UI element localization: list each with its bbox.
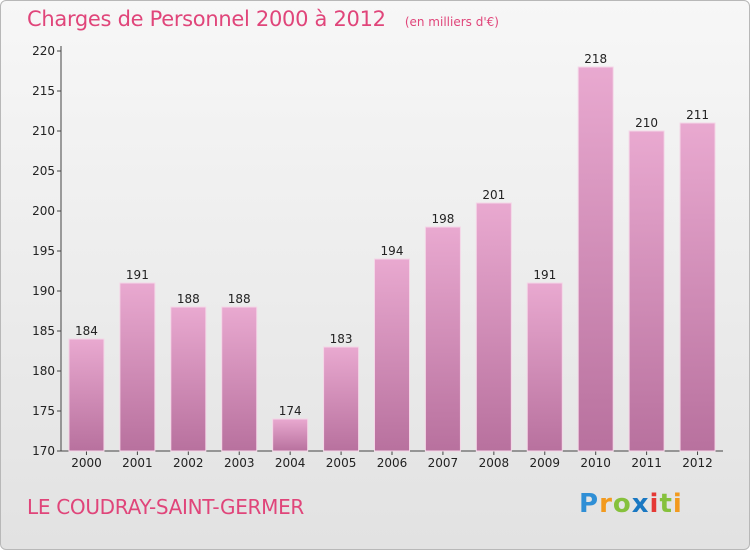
y-tick-label: 205	[32, 164, 55, 178]
y-tick-label: 215	[32, 84, 55, 98]
bar-2008	[475, 202, 512, 452]
place-name: LE COUDRAY-SAINT-GERMER	[27, 495, 305, 519]
x-tick-label-2010: 2010	[580, 456, 611, 470]
x-tick-label-2005: 2005	[326, 456, 357, 470]
chart-title: Charges de Personnel 2000 à 2012	[27, 7, 386, 31]
brand-letter: i	[672, 489, 683, 519]
x-tick-label-2011: 2011	[631, 456, 662, 470]
y-tick-label: 220	[32, 44, 55, 58]
bar-2007	[424, 226, 461, 452]
bar-2004	[272, 418, 309, 452]
y-tick-label: 210	[32, 124, 55, 138]
x-tick-label-2006: 2006	[377, 456, 408, 470]
data-label-2000: 184	[75, 324, 98, 338]
data-label-2001: 191	[126, 268, 149, 282]
brand-letter: i	[649, 489, 660, 519]
y-tick-label: 200	[32, 204, 55, 218]
bar-2002	[170, 306, 207, 452]
brand-logo[interactable]: Proxiti	[579, 489, 683, 519]
data-label-2007: 198	[431, 212, 454, 226]
bar-2000	[68, 338, 105, 452]
y-tick-label: 180	[32, 364, 55, 378]
brand-letter: x	[631, 489, 650, 519]
data-label-2005: 183	[330, 332, 353, 346]
bars: 184 191 188 188 174 183 194 198 201 191 218 210 211	[68, 52, 716, 452]
y-tick-label: 195	[32, 244, 55, 258]
data-label-2002: 188	[177, 292, 200, 306]
x-tick-label-2008: 2008	[479, 456, 510, 470]
data-label-2012: 211	[686, 108, 709, 122]
bar-2011	[628, 130, 665, 452]
x-tick-label-2002: 2002	[173, 456, 204, 470]
chart-subtitle: (en milliers d'€)	[404, 15, 499, 29]
brand-letter: t	[659, 489, 673, 519]
x-tick-label-2012: 2012	[682, 456, 713, 470]
y-tick-label: 190	[32, 284, 55, 298]
data-label-2011: 210	[635, 116, 658, 130]
bar-2003	[221, 306, 258, 452]
brand-letter: r	[599, 489, 613, 519]
brand-letter: o	[612, 489, 632, 519]
bar-2010	[577, 66, 614, 452]
y-tick-label: 175	[32, 404, 55, 418]
x-tick-label-2003: 2003	[224, 456, 255, 470]
brand-letter: P	[579, 489, 600, 519]
bar-2009	[526, 282, 563, 452]
data-label-2003: 188	[228, 292, 251, 306]
y-tick-label: 185	[32, 324, 55, 338]
data-label-2006: 194	[381, 244, 404, 258]
x-tick-label-2001: 2001	[122, 456, 153, 470]
x-tick-label-2009: 2009	[529, 456, 560, 470]
x-tick-label-2004: 2004	[275, 456, 306, 470]
title-row: Charges de Personnel 2000 à 2012 (en mil…	[27, 7, 499, 31]
axes: 170 175 180 185 190 195 200 205 210 215 220 2000 200…	[32, 44, 723, 470]
data-label-2010: 218	[584, 52, 607, 66]
bar-2001	[119, 282, 156, 452]
bar-2012	[679, 122, 716, 452]
data-label-2004: 174	[279, 404, 302, 418]
x-tick-label-2000: 2000	[71, 456, 102, 470]
bar-2006	[374, 258, 410, 452]
bar-2005	[323, 346, 360, 452]
y-tick-label: 170	[32, 444, 55, 458]
data-label-2009: 191	[533, 268, 556, 282]
data-label-2008: 201	[482, 188, 505, 202]
x-tick-label-2007: 2007	[428, 456, 459, 470]
